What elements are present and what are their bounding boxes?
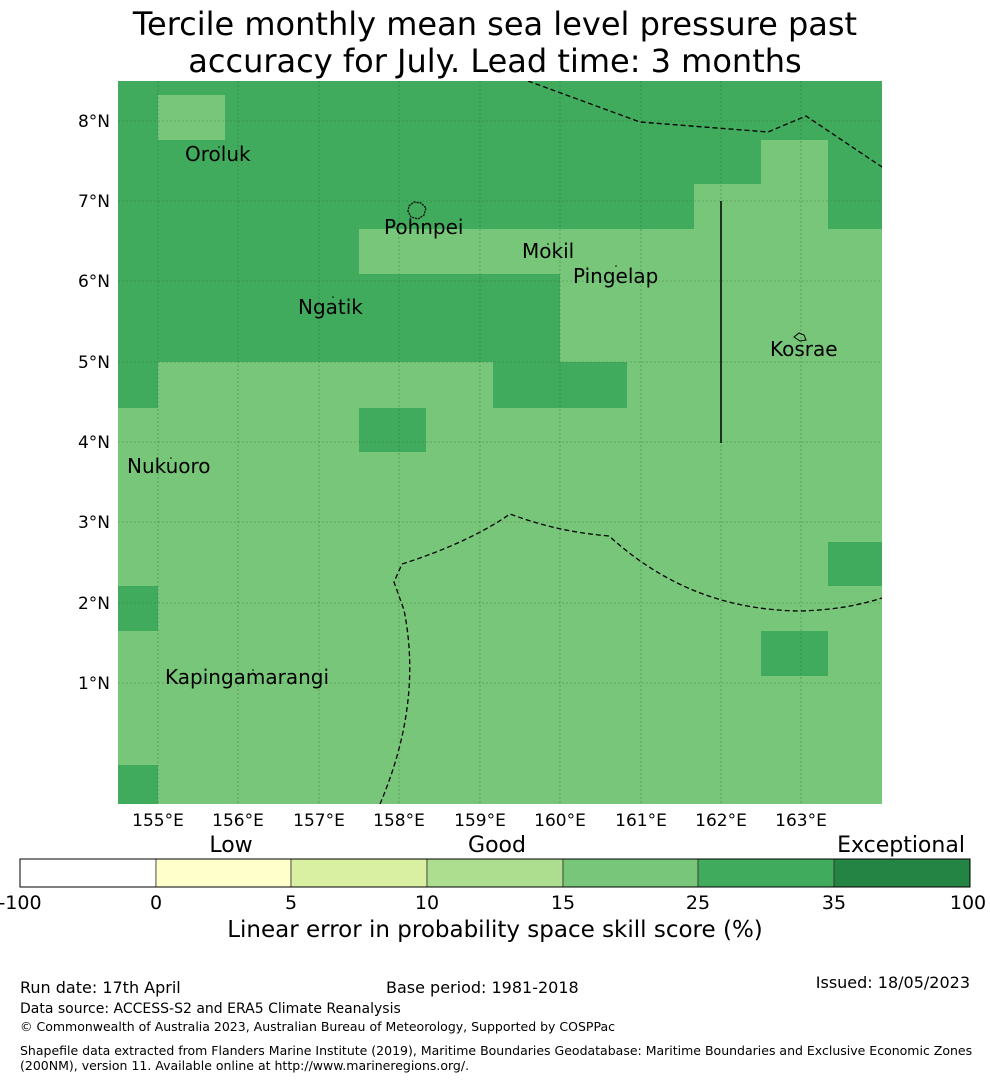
pohnpei-island-shape xyxy=(407,201,427,220)
skill-cell xyxy=(359,408,426,452)
lat-label: 7°N xyxy=(78,192,110,212)
lon-label: 155°E xyxy=(132,811,184,831)
lon-label: 156°E xyxy=(212,811,264,831)
place-label-pingelap: Pingelap xyxy=(573,264,658,288)
lon-label: 162°E xyxy=(695,811,747,831)
skill-cell xyxy=(118,184,694,229)
lat-label: 4°N xyxy=(78,433,110,453)
skill-cell xyxy=(118,140,761,184)
lat-label: 3°N xyxy=(78,513,110,533)
colorbar-segment xyxy=(155,858,292,888)
colorbar-tick: 25 xyxy=(686,892,710,914)
place-label-nukuoro: Nukuoro xyxy=(127,454,211,478)
lon-label: 159°E xyxy=(454,811,506,831)
run-date: Run date: 17th April xyxy=(20,978,181,997)
shapefile-credit: Shapefile data extracted from Flanders M… xyxy=(20,1043,980,1073)
issued-date: Issued: 18/05/2023 xyxy=(815,973,970,992)
shapefile-credit-line-2: (200NM), version 11. Available online at… xyxy=(20,1058,470,1073)
place-label-kapingamarangi: Kapingamarangi xyxy=(165,665,329,689)
skill-cell xyxy=(158,95,225,140)
atoll-dots xyxy=(170,146,617,671)
lat-label: 8°N xyxy=(78,112,110,132)
lat-label: 5°N xyxy=(78,353,110,373)
lon-label: 161°E xyxy=(615,811,667,831)
colorbar-tick: -100 xyxy=(0,892,42,914)
colorbar-tick: 15 xyxy=(551,892,575,914)
colorbar-tick: 10 xyxy=(415,892,439,914)
skill-cells-dark xyxy=(118,81,882,804)
place-label-kosrae: Kosrae xyxy=(770,337,838,361)
kosrae-island-shape xyxy=(793,332,807,342)
skill-cell xyxy=(118,229,359,274)
base-period: Base period: 1981-2018 xyxy=(386,978,579,997)
skill-cell xyxy=(118,362,158,408)
skill-cell xyxy=(828,542,882,586)
place-label-pohnpei: Pohnpei xyxy=(384,215,464,239)
lat-label: 1°N xyxy=(78,674,110,694)
title-line-2: accuracy for July. Lead time: 3 months xyxy=(188,42,802,80)
skill-cell xyxy=(761,631,828,676)
map-title: Tercile monthly mean sea level pressure … xyxy=(0,6,990,80)
lon-label: 163°E xyxy=(775,811,827,831)
skill-cell xyxy=(828,140,882,229)
skill-cell xyxy=(118,274,560,362)
colorbar-segment xyxy=(19,858,157,888)
colorbar-tick: 0 xyxy=(150,892,162,914)
lon-label: 158°E xyxy=(373,811,425,831)
shapefile-credit-line-1: Shapefile data extracted from Flanders M… xyxy=(20,1043,973,1058)
colorbar xyxy=(19,858,971,888)
colorbar-tick: 100 xyxy=(950,892,986,914)
colorbar-category-exceptional: Exceptional xyxy=(837,833,965,858)
colorbar-segment xyxy=(833,858,971,888)
colorbar-category-low: Low xyxy=(209,833,252,858)
lon-label: 160°E xyxy=(534,811,586,831)
title-line-1: Tercile monthly mean sea level pressure … xyxy=(132,5,858,43)
colorbar-tick: 35 xyxy=(822,892,846,914)
colorbar-segment xyxy=(562,858,699,888)
colorbar-tick: 5 xyxy=(285,892,297,914)
lat-label: 2°N xyxy=(78,594,110,614)
colorbar-label: Linear error in probability space skill … xyxy=(227,917,763,943)
copyright: © Commonwealth of Australia 2023, Austra… xyxy=(20,1019,615,1034)
place-label-mokil: Mokil xyxy=(522,239,574,263)
place-label-oroluk: Oroluk xyxy=(185,142,251,166)
place-label-ngatik: Ngatik xyxy=(298,295,363,319)
data-source: Data source: ACCESS-S2 and ERA5 Climate … xyxy=(20,1001,401,1017)
eez-boundaries xyxy=(379,81,882,804)
lon-label: 157°E xyxy=(293,811,345,831)
lat-label: 6°N xyxy=(78,272,110,292)
skill-cell xyxy=(118,81,882,140)
skill-cell xyxy=(118,765,158,804)
colorbar-segment xyxy=(290,858,428,888)
colorbar-segment xyxy=(697,858,835,888)
skill-cell xyxy=(118,586,158,631)
colorbar-category-good: Good xyxy=(468,833,526,858)
colorbar-segment xyxy=(426,858,564,888)
